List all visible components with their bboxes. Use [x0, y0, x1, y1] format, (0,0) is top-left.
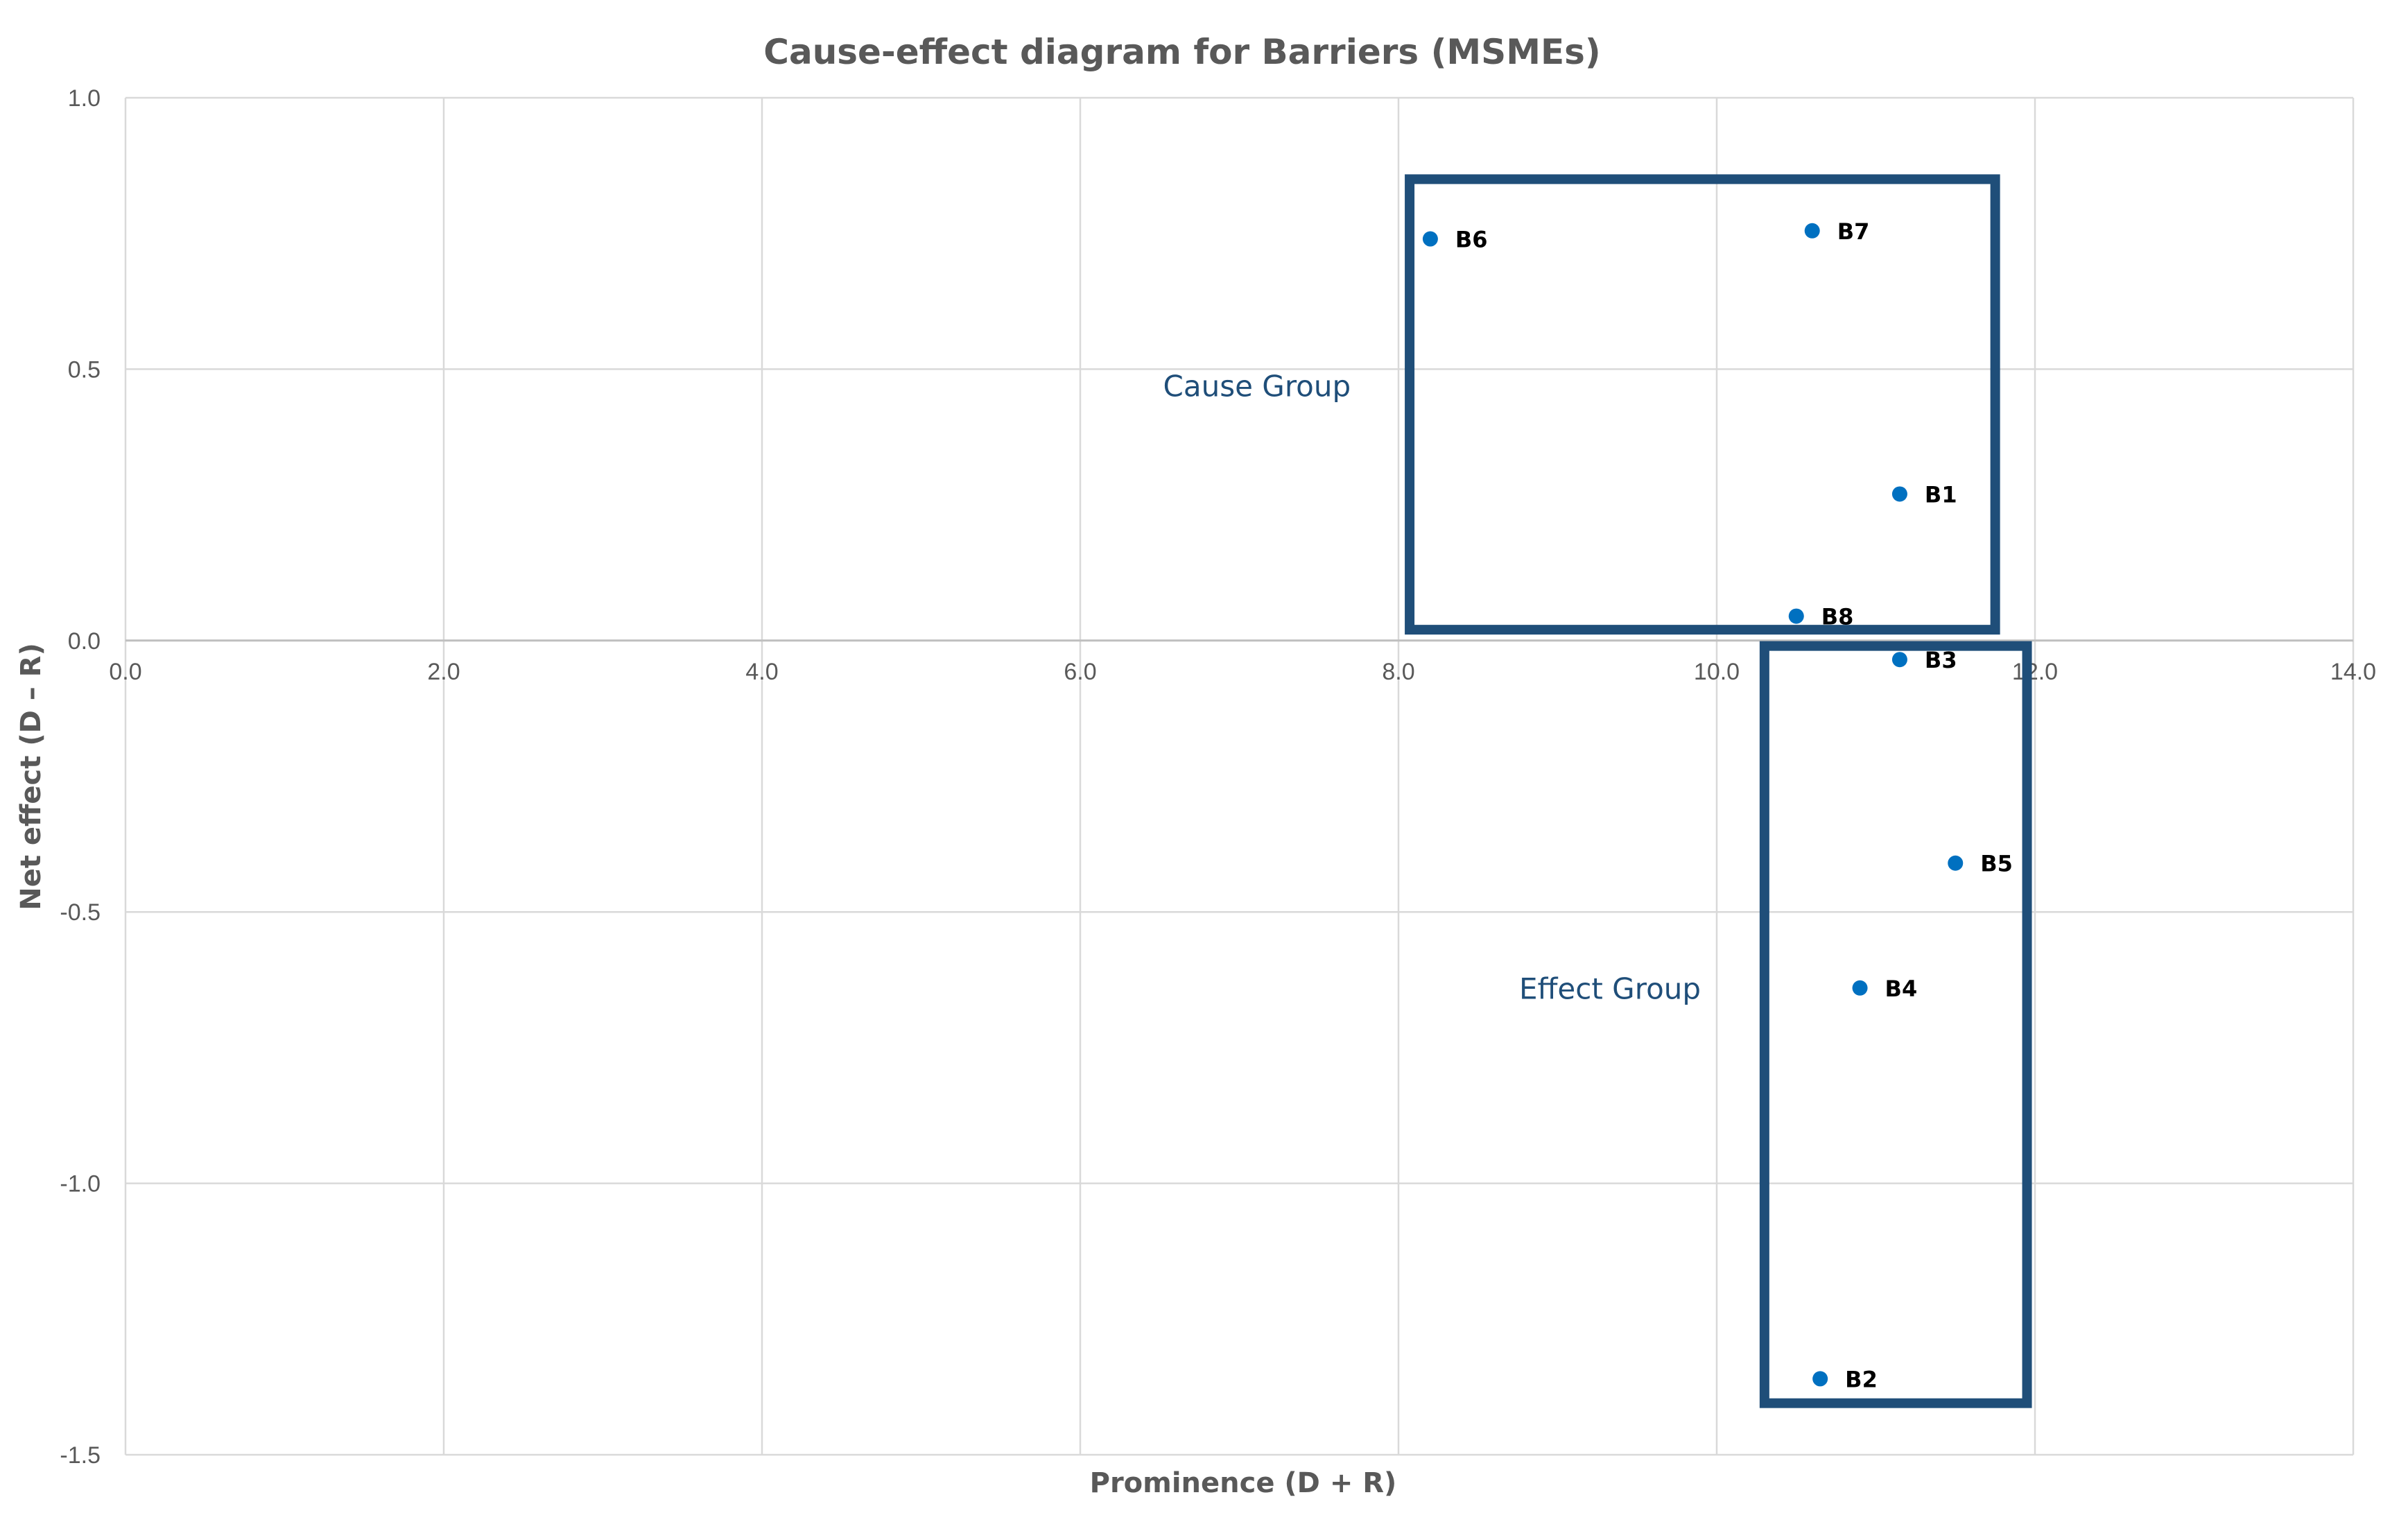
y-axis-title: Net effect (D – R) [15, 643, 47, 910]
y-tick-label: -0.5 [60, 899, 101, 926]
group-label: Effect Group [1519, 971, 1701, 1005]
x-tick-label: 4.0 [745, 659, 778, 685]
x-tick-label: 2.0 [427, 659, 460, 685]
data-point [1891, 486, 1907, 502]
data-point [1422, 231, 1438, 247]
data-point [1788, 608, 1804, 624]
data-point-label: B3 [1925, 647, 1957, 673]
point-layer: B6 B7 B1 B8 B3 B5 B4 B2 [1422, 218, 2013, 1392]
y-tick-label: -1.0 [60, 1171, 101, 1198]
x-tick-label: 12.0 [2012, 659, 2058, 685]
data-point-label: B1 [1925, 481, 1957, 508]
x-tick-label: 0.0 [109, 659, 141, 685]
data-point [1891, 652, 1907, 668]
axis-layer: 0.0 2.0 4.0 6.0 8.0 10.0 12.0 14.0 -1.5 -1.0 -0.5 0… [60, 85, 2376, 1469]
data-point-label: B8 [1821, 604, 1854, 630]
data-point-label: B6 [1455, 227, 1488, 253]
y-tick-label: 0.5 [68, 356, 101, 383]
group-layer: Cause Group Effect Group [1163, 174, 2032, 1408]
x-axis-title: Prominence (D + R) [1090, 1467, 1397, 1499]
data-point-label: B4 [1885, 976, 1918, 1002]
data-point [1812, 1371, 1828, 1387]
data-point [1804, 223, 1820, 239]
y-tick-label: 1.0 [68, 85, 101, 112]
x-tick-label: 8.0 [1382, 659, 1414, 685]
x-tick-label: 10.0 [1694, 659, 1740, 685]
y-tick-label: 0.0 [68, 628, 101, 655]
group-label: Cause Group [1163, 370, 1351, 404]
data-point [1948, 855, 1964, 871]
data-point-label: B7 [1837, 218, 1870, 245]
data-point [1852, 980, 1868, 996]
x-tick-label: 6.0 [1064, 659, 1096, 685]
group-box [1759, 641, 2032, 1408]
chart-title: Cause-effect diagram for Barriers (MSMEs… [763, 32, 1600, 72]
x-tick-label: 14.0 [2330, 659, 2376, 685]
group-box [1405, 174, 2000, 635]
data-point-label: B5 [1980, 851, 2013, 877]
grid-layer [124, 96, 2355, 1456]
data-point-label: B2 [1845, 1366, 1878, 1392]
y-tick-label: -1.5 [60, 1442, 101, 1469]
